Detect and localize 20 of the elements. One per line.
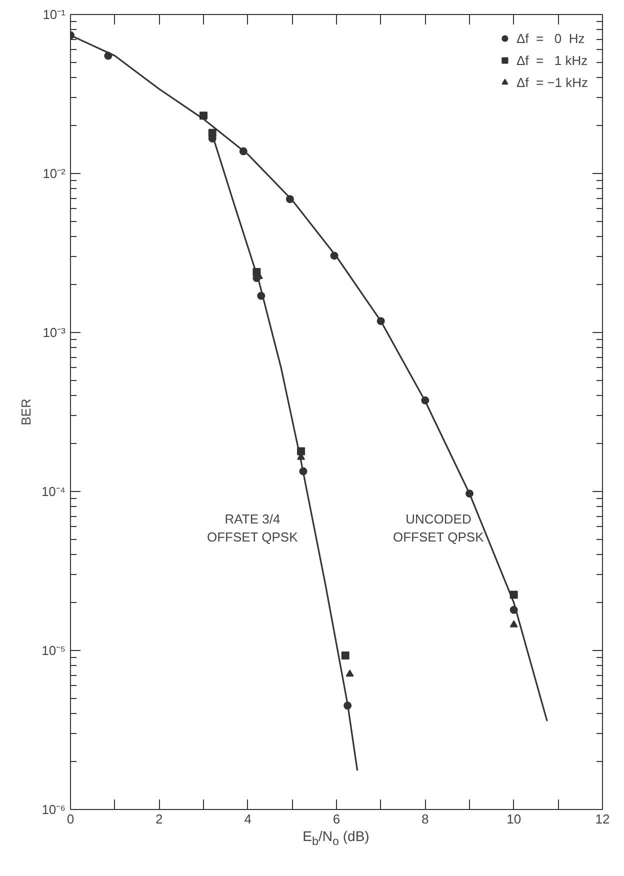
- annotation: RATE 3/4 OFFSET QPSK: [206, 512, 298, 544]
- y-tick-label: 10⁻⁵: [42, 643, 66, 658]
- x-tick-label: 0: [66, 812, 74, 826]
- y-axis-title: BER: [18, 398, 34, 426]
- x-tick-label: 8: [422, 812, 429, 826]
- x-axis-title: E$_{b}$/N$_{o}$ (dB): [302, 827, 370, 850]
- x-tick-label: 4: [244, 812, 252, 826]
- legend-label: Δf = −1 kHz: [516, 74, 588, 90]
- y-tick-label: 10⁻⁴: [41, 484, 66, 499]
- legend-label: Δf = 0 Hz: [516, 30, 585, 46]
- y-tick-label: 10⁻³: [42, 325, 66, 340]
- x-tick-label: 6: [332, 812, 340, 826]
- x-tick-label: 12: [595, 812, 610, 826]
- x-tick-label: 10: [506, 812, 522, 826]
- y-tick-label: 10⁻¹: [42, 7, 66, 22]
- legend-label: Δf = 1 kHz: [516, 52, 588, 68]
- x-tick-label: 2: [156, 812, 163, 826]
- y-tick-label: 10⁻⁶: [42, 802, 66, 817]
- y-tick-label: 10⁻²: [42, 166, 66, 181]
- annotation: UNCODED OFFSET QPSK: [392, 512, 484, 544]
